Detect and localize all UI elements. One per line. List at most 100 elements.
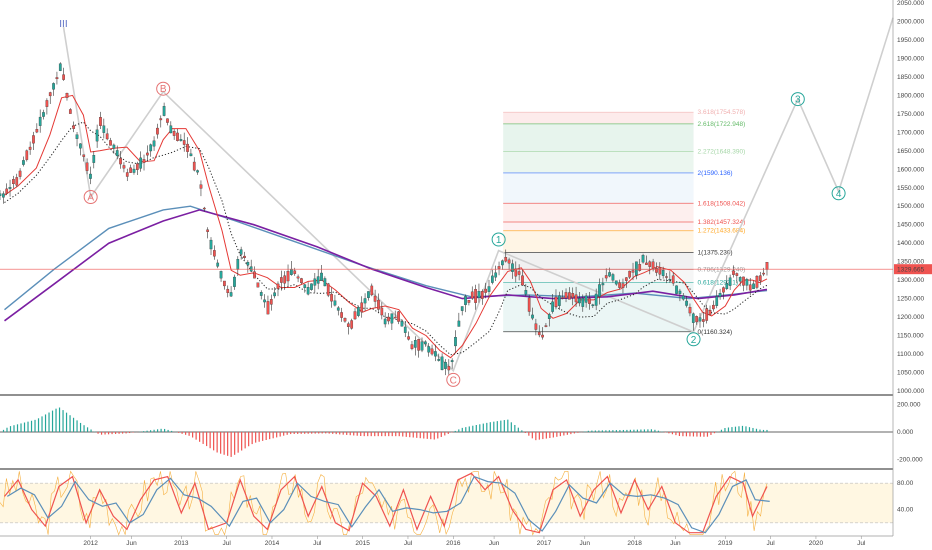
stochastic-panel: 80.00 40.00 [0, 470, 914, 536]
candle-body [387, 316, 390, 322]
candle-body [671, 275, 675, 284]
fib-level-label: 3.618(1754.578) [698, 109, 746, 116]
candle-body [55, 77, 59, 80]
candle-body [594, 293, 598, 306]
candle-body [142, 159, 146, 163]
candle-body [45, 100, 49, 107]
candle-body [243, 255, 246, 259]
wave-label-circle [831, 186, 846, 201]
candle-body [541, 334, 544, 338]
x-tick-label: 2015 [355, 540, 370, 547]
price-tick-label: 1600.000 [897, 166, 924, 173]
candle-body [166, 118, 169, 123]
candle-body [303, 284, 307, 288]
x-tick-label: Jul [857, 540, 866, 547]
candle-body [574, 294, 578, 303]
candle-body [514, 268, 518, 277]
candle-body [373, 295, 377, 302]
fib-zone [503, 151, 694, 173]
candle-body [752, 283, 755, 290]
candle-body [300, 278, 303, 284]
candle-body [651, 261, 655, 270]
wave-label-III: III [59, 19, 67, 30]
candle-body [350, 320, 354, 329]
candle-body [544, 325, 548, 327]
stoch-tick-label: 40.00 [897, 507, 914, 514]
candle-body [62, 74, 65, 80]
candle-body [79, 143, 82, 149]
candle-body [521, 275, 524, 286]
candle-body [263, 299, 266, 303]
candle-body [474, 289, 477, 303]
candle-body [65, 93, 69, 98]
price-tick-label: 1300.000 [897, 277, 924, 284]
price-tick-label: 1350.000 [897, 259, 924, 266]
price-tick-label: 1450.000 [897, 222, 924, 229]
candle-body [28, 146, 32, 150]
price-tick-label: 2000.000 [897, 18, 924, 25]
candle-body [82, 154, 86, 157]
candle-body [42, 112, 45, 117]
fib-level-label: 2(1590.136) [698, 170, 733, 177]
x-tick-label: 2014 [265, 540, 280, 547]
candle-body [209, 239, 213, 250]
candle-body [645, 262, 648, 265]
price-tick-label: 1250.000 [897, 296, 924, 303]
macd-panel: 200.000 0.000 -200.000 [0, 401, 923, 464]
candle-body [370, 285, 374, 296]
wave-label-circle [686, 332, 701, 347]
candle-body [755, 275, 759, 288]
candle-body [363, 298, 367, 304]
candle-body [236, 259, 240, 270]
ma-long-purple-line [4, 209, 768, 322]
candle-body [571, 293, 575, 298]
price-tick-label: 1400.000 [897, 240, 924, 247]
candle-body [738, 277, 742, 282]
candle-body [547, 314, 551, 319]
candle-body [109, 140, 112, 146]
candle-body [129, 167, 132, 173]
candle-body [511, 263, 514, 272]
price-tick-label: 1850.000 [897, 74, 924, 81]
candle-body [725, 283, 729, 290]
candle-body [480, 291, 484, 299]
candle-body [691, 313, 695, 323]
candle-body [598, 284, 601, 297]
candle-body [588, 298, 591, 304]
candle-body [85, 162, 89, 171]
candle-body [216, 262, 220, 267]
candle-body [614, 280, 618, 285]
x-tick-label: Jul [313, 540, 322, 547]
candle-body [678, 290, 682, 294]
candle-body [229, 292, 233, 297]
fib-level-label: 0.618(1293.1) [698, 280, 738, 287]
candle-body [561, 297, 565, 299]
macd-tick-label: -200.000 [897, 457, 923, 464]
candle-body [715, 296, 719, 306]
candle-body [99, 117, 102, 126]
x-tick-label: Jun [489, 540, 500, 547]
candle-body [92, 155, 96, 163]
candle-body [638, 264, 642, 271]
wave-label-2: 2 [691, 335, 697, 346]
candle-body [182, 140, 186, 145]
candle-body [631, 270, 635, 273]
stoch-tick-label: 80.00 [897, 480, 914, 487]
candle-body [661, 270, 665, 276]
candle-body [591, 304, 595, 307]
candle-body [675, 285, 678, 294]
candle-body [286, 271, 290, 282]
candle-body [5, 188, 9, 194]
candle-body [316, 276, 320, 284]
candle-body [253, 271, 256, 279]
candle-body [618, 282, 621, 288]
candle-body [708, 310, 712, 315]
price-tick-label: 2050.000 [897, 0, 924, 7]
fib-zone [503, 203, 694, 223]
candle-body [125, 172, 129, 177]
candle-body [527, 297, 531, 312]
wave-label-circle [491, 232, 506, 247]
candle-body [748, 284, 752, 291]
fib-zone [503, 269, 694, 283]
candle-body [35, 129, 39, 133]
